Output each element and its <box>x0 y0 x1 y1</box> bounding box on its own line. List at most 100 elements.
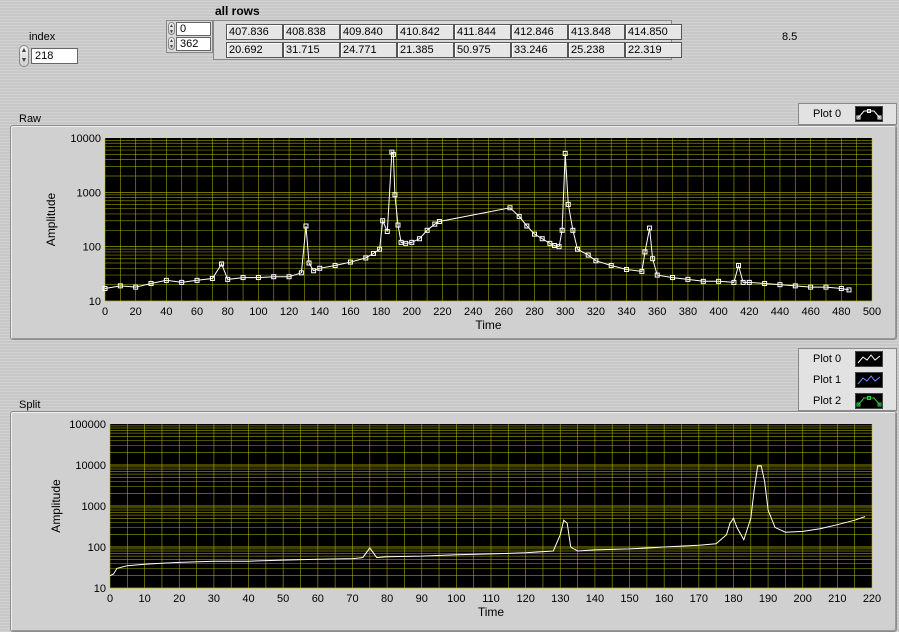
array-cell[interactable]: 24.771 <box>340 42 397 58</box>
x-tick-label: 10 <box>139 593 151 605</box>
x-tick-label: 140 <box>586 593 604 605</box>
data-point <box>823 284 829 290</box>
x-tick-label: 180 <box>724 593 742 605</box>
x-tick-label: 320 <box>587 306 605 318</box>
legend-label: Plot 2 <box>813 395 842 407</box>
array-cell[interactable]: 412.846 <box>511 24 568 40</box>
x-tick-label: 160 <box>655 593 673 605</box>
row-index-0-spin[interactable]: ▲ ▼ <box>168 22 175 35</box>
data-point <box>347 259 353 265</box>
readout-value: 8.5 <box>782 31 798 43</box>
row-index-1-spin[interactable]: ▲ ▼ <box>168 37 175 50</box>
data-point <box>792 283 798 289</box>
data-point <box>700 278 706 284</box>
index-input[interactable]: 218 <box>31 48 78 64</box>
legend-label: Plot 0 <box>813 108 842 120</box>
x-tick-label: 210 <box>828 593 846 605</box>
data-point <box>716 278 722 284</box>
array-cell[interactable]: 31.715 <box>283 42 340 58</box>
array-cell[interactable]: 408.838 <box>283 24 340 40</box>
data-point <box>194 277 200 283</box>
array-cell[interactable]: 410.842 <box>397 24 454 40</box>
array-cell[interactable]: 407.836 <box>226 24 283 40</box>
x-tick-label: 60 <box>191 306 203 318</box>
x-tick-label: 50 <box>277 593 289 605</box>
row-index-0-input[interactable]: 0 <box>176 22 211 36</box>
x-tick-label: 20 <box>130 306 142 318</box>
array-cell[interactable]: 413.848 <box>568 24 625 40</box>
raw-plot-legend[interactable]: Plot 0 <box>798 103 897 125</box>
legend-item-plot-2[interactable]: Plot 2 <box>799 391 896 412</box>
data-point <box>736 263 742 269</box>
x-tick-label: 60 <box>312 593 324 605</box>
plot-swatch-icon <box>855 106 883 122</box>
x-tick-label: 220 <box>863 593 881 605</box>
data-point <box>392 192 398 198</box>
split-graph[interactable]: 0 10 20 30 40 50 60 70 80 90 100 110 120 130 140 150 160… <box>10 411 897 632</box>
data-point <box>547 240 553 246</box>
x-tick-label: 80 <box>381 593 393 605</box>
x-tick-label: 0 <box>107 593 113 605</box>
split-plot-legend[interactable]: Plot 0 Plot 1 Plot 2 <box>798 348 897 411</box>
array-cell[interactable]: 409.840 <box>340 24 397 40</box>
data-point <box>516 213 522 219</box>
data-point <box>395 222 401 228</box>
data-point <box>650 256 656 262</box>
x-tick-label: 380 <box>679 306 697 318</box>
x-tick-label: 420 <box>740 306 758 318</box>
data-point <box>846 287 852 293</box>
array-cell[interactable]: 22.319 <box>625 42 682 58</box>
data-point <box>565 201 571 207</box>
plot-swatch-icon <box>855 351 883 367</box>
data-point <box>102 285 108 291</box>
array-cell[interactable]: 25.238 <box>568 42 625 58</box>
array-cell[interactable]: 20.692 <box>226 42 283 58</box>
x-axis-label: Time <box>478 605 505 619</box>
y-tick-label: 10 <box>89 296 101 308</box>
data-point <box>624 266 630 272</box>
legend-item-plot-0[interactable]: Plot 0 <box>799 349 896 370</box>
legend-item-plot-1[interactable]: Plot 1 <box>799 370 896 391</box>
raw-graph-label: Raw <box>19 113 42 125</box>
data-point <box>117 283 123 289</box>
x-tick-label: 40 <box>160 306 172 318</box>
data-point <box>209 275 215 281</box>
row-index-1-input[interactable]: 362 <box>176 37 211 51</box>
all-rows-label: all rows <box>215 4 260 18</box>
data-point <box>303 223 309 229</box>
data-point <box>838 285 844 291</box>
y-tick-label: 10000 <box>70 133 101 145</box>
x-tick-label: 40 <box>242 593 254 605</box>
array-cell[interactable]: 21.385 <box>397 42 454 58</box>
data-point <box>398 239 404 245</box>
raw-graph[interactable]: 0 20 40 60 80 100 120 140 160 180 200 220 240 260 280 3… <box>10 125 897 340</box>
x-tick-label: 20 <box>173 593 185 605</box>
data-point <box>685 276 691 282</box>
array-cell[interactable]: 414.850 <box>625 24 682 40</box>
x-tick-label: 440 <box>771 306 789 318</box>
index-spin-button[interactable]: ▲ ▼ <box>19 45 29 67</box>
data-point <box>370 250 376 256</box>
x-tick-label: 200 <box>403 306 421 318</box>
x-axis-label: Time <box>475 318 502 332</box>
array-cell[interactable]: 411.844 <box>454 24 511 40</box>
data-point <box>403 240 409 246</box>
data-point <box>574 246 580 252</box>
data-point <box>133 284 139 290</box>
data-point <box>532 231 538 237</box>
data-point <box>317 265 323 271</box>
x-tick-label: 120 <box>280 306 298 318</box>
data-point <box>585 252 591 258</box>
y-axis-label: Amplitude <box>49 479 63 533</box>
spin-up-down-icon: ▲ ▼ <box>20 47 28 64</box>
array-cell[interactable]: 33.246 <box>511 42 568 58</box>
data-point <box>286 274 292 280</box>
y-tick-label: 100 <box>88 542 106 554</box>
x-tick-label: 190 <box>759 593 777 605</box>
data-point <box>255 275 261 281</box>
legend-label: Plot 1 <box>813 374 842 386</box>
legend-item-plot-0[interactable]: Plot 0 <box>799 104 896 125</box>
plot-swatch-icon <box>855 393 883 409</box>
array-cell[interactable]: 50.975 <box>454 42 511 58</box>
x-tick-label: 90 <box>416 593 428 605</box>
